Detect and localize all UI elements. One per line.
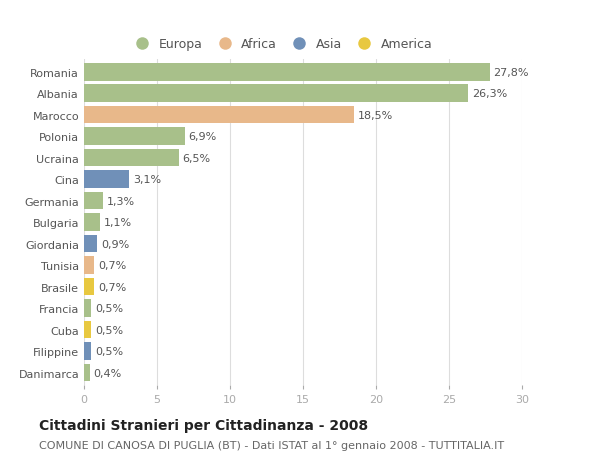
Text: 6,9%: 6,9% <box>188 132 217 142</box>
Text: 6,5%: 6,5% <box>182 153 211 163</box>
Text: 1,3%: 1,3% <box>107 196 135 206</box>
Bar <box>84 192 103 210</box>
Bar <box>84 171 129 189</box>
Text: 0,5%: 0,5% <box>95 303 123 313</box>
Text: Cittadini Stranieri per Cittadinanza - 2008: Cittadini Stranieri per Cittadinanza - 2… <box>39 418 368 431</box>
Bar <box>84 235 97 253</box>
Text: 3,1%: 3,1% <box>133 175 161 185</box>
Bar <box>84 364 90 381</box>
Bar <box>84 257 94 274</box>
Text: 26,3%: 26,3% <box>472 89 507 99</box>
Bar <box>84 278 94 296</box>
Text: 27,8%: 27,8% <box>494 67 529 78</box>
Bar <box>84 85 468 103</box>
Text: 0,9%: 0,9% <box>101 239 129 249</box>
Bar <box>84 321 91 339</box>
Bar <box>84 214 100 231</box>
Bar <box>84 342 91 360</box>
Legend: Europa, Africa, Asia, America: Europa, Africa, Asia, America <box>125 34 437 56</box>
Text: 1,1%: 1,1% <box>104 218 132 228</box>
Bar <box>84 300 91 317</box>
Text: 0,4%: 0,4% <box>94 368 122 378</box>
Text: 0,7%: 0,7% <box>98 282 126 292</box>
Text: 18,5%: 18,5% <box>358 111 393 120</box>
Text: COMUNE DI CANOSA DI PUGLIA (BT) - Dati ISTAT al 1° gennaio 2008 - TUTTITALIA.IT: COMUNE DI CANOSA DI PUGLIA (BT) - Dati I… <box>39 440 504 450</box>
Bar <box>84 106 354 124</box>
Bar <box>84 64 490 81</box>
Bar <box>84 128 185 146</box>
Bar <box>84 150 179 167</box>
Text: 0,7%: 0,7% <box>98 261 126 270</box>
Text: 0,5%: 0,5% <box>95 346 123 356</box>
Text: 0,5%: 0,5% <box>95 325 123 335</box>
